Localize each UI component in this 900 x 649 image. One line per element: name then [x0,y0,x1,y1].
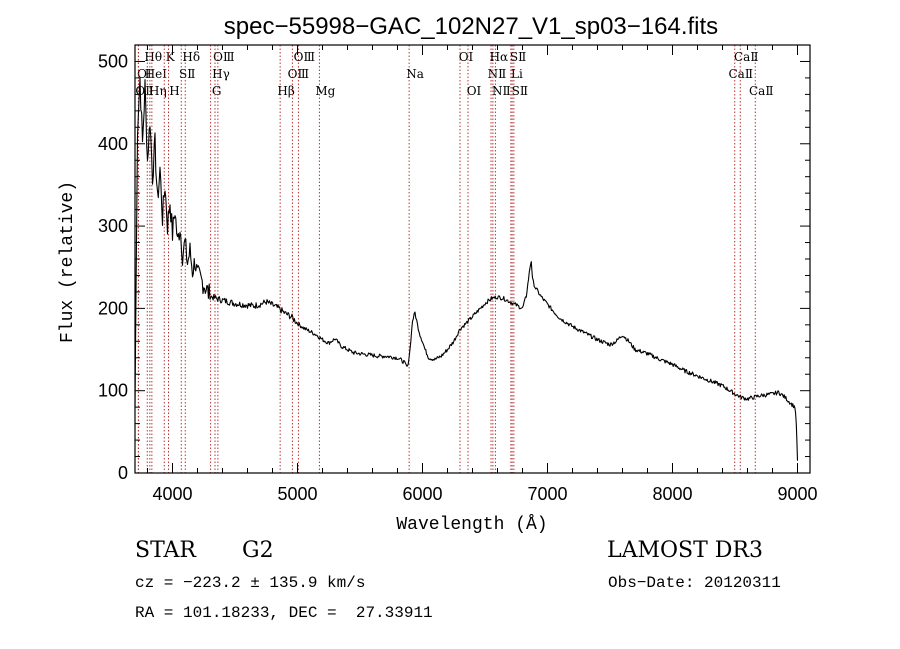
chart-title: spec−55998−GAC_102N27_V1_sp03−164.fits [224,13,718,40]
line-label: H [169,84,179,98]
spectrum-line [134,77,799,461]
line-label: K [166,50,176,64]
line-label: NⅡ [488,67,507,81]
x-tick-label: 9000 [777,484,817,504]
y-tick-label: 100 [98,381,128,401]
x-tick-label: 8000 [652,484,692,504]
y-tick-label: 0 [118,463,128,483]
line-label: HeⅠ [145,67,168,81]
line-label: CaⅡ [734,50,759,64]
y-tick-label: 300 [98,216,128,236]
line-label: Na [406,67,424,81]
line-label: OⅢ [294,50,315,64]
line-label: OⅠ [459,50,474,64]
line-label: OⅠ [467,84,482,98]
line-label: Hη [149,84,167,98]
line-label: NⅡ [492,84,511,98]
line-label: OⅠ [137,67,152,81]
line-label: Li [511,67,523,81]
line-label: SⅡ [510,50,526,64]
line-label: Hδ [182,50,200,64]
x-axis-label: Wavelength (Å) [396,514,547,535]
spectral-line-markers: OⅠOⅡHθHeⅠHηKHSⅡHδGOⅢHγHβOⅢOⅢMgNaOⅠOⅠNⅡHα… [135,45,774,473]
line-label: OⅢ [213,50,234,64]
x-tick-label: 4000 [152,484,192,504]
line-label: Hα [490,50,509,64]
y-axis-ticks: 0 100 200 300 400 500 [98,44,810,483]
y-tick-label: 200 [98,298,128,318]
x-axis-ticks: 4000 5000 6000 7000 8000 9000 [147,45,818,504]
line-label: SⅡ [179,67,195,81]
object-subclass: G2 [242,538,274,563]
survey-name: LAMOST DR3 [607,538,763,563]
redshift-value: cz = −223.2 ± 135.9 km/s [135,574,366,592]
line-label: Mg [315,84,335,98]
line-label: CaⅡ [749,84,774,98]
observation-date: Obs−Date: 20120311 [608,574,781,592]
line-label: CaⅡ [729,67,754,81]
line-label: Hγ [212,67,230,81]
line-label: G [212,84,222,98]
y-tick-label: 400 [98,134,128,154]
y-tick-label: 500 [98,51,128,71]
x-tick-label: 7000 [527,484,567,504]
x-tick-label: 6000 [402,484,442,504]
plot-frame [134,44,811,474]
line-label: Hβ [277,84,294,98]
line-label: SⅡ [512,84,528,98]
y-axis-label: Flux (relative) [58,181,78,343]
line-label: Hθ [144,50,162,64]
object-class: STAR [135,538,196,563]
x-tick-label: 5000 [277,484,317,504]
coordinates: RA = 101.18233, DEC = 27.33911 [135,604,433,622]
